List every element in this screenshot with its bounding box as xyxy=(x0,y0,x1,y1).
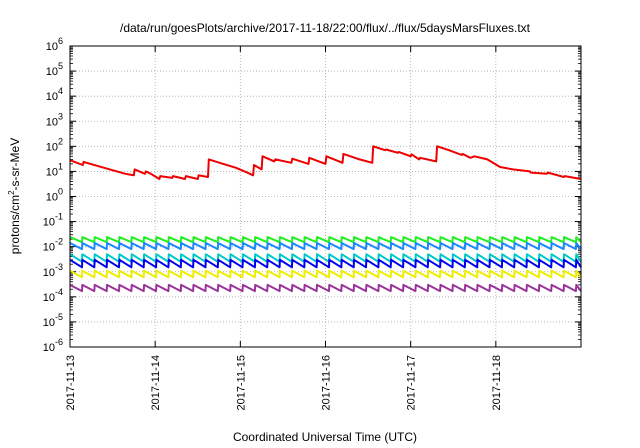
y-tick-label: 10-2 xyxy=(43,237,63,254)
series-line-2 xyxy=(69,236,582,244)
y-tick-label: 10-1 xyxy=(43,212,63,229)
x-tick-label: 2017-11-13 xyxy=(65,355,77,410)
y-tick-label: 10-5 xyxy=(43,312,63,329)
x-tick-labels: 2017-11-13 2017-11-14 2017-11-15 2017-11-16… xyxy=(65,355,503,410)
x-tick-label: 2017-11-14 xyxy=(150,355,162,410)
y-tick-label: 10-6 xyxy=(43,337,63,354)
y-tick-label: 10-3 xyxy=(43,262,63,279)
x-tick-label: 2017-11-17 xyxy=(406,355,418,410)
y-tick-label: 103 xyxy=(46,111,63,128)
series-line-3 xyxy=(69,242,582,251)
y-tick-label: 102 xyxy=(46,136,63,153)
x-tick-label: 2017-11-15 xyxy=(235,355,247,410)
x-axis-label: Coordinated Universal Time (UTC) xyxy=(233,430,417,444)
y-tick-label: 101 xyxy=(46,161,63,178)
y-tick-label: 106 xyxy=(46,36,63,53)
plot-frame xyxy=(69,45,582,348)
x-tick-label: 2017-11-16 xyxy=(321,355,333,410)
y-tick-label: 104 xyxy=(46,86,63,103)
y-tick-label: 100 xyxy=(46,187,63,204)
series-line-6 xyxy=(69,269,582,279)
y-axis-label: protons/cm2-s-sr-MeV xyxy=(7,138,22,254)
x-tick-label: 2017-11-18 xyxy=(491,355,503,410)
y-tick-label: 105 xyxy=(46,61,63,78)
grid xyxy=(69,45,581,348)
series-line-5 xyxy=(69,258,582,269)
series-line-1 xyxy=(69,145,582,180)
series-group xyxy=(69,145,582,293)
y-tick-labels: 106 105 104 103 102 101 100 10-1 10-2 10-3 10-4 10-… xyxy=(43,36,63,354)
chart-title: /data/run/goesPlots/archive/2017-11-18/2… xyxy=(120,21,531,35)
y-tick-label: 10-4 xyxy=(43,287,63,304)
series-line-7 xyxy=(69,283,582,293)
